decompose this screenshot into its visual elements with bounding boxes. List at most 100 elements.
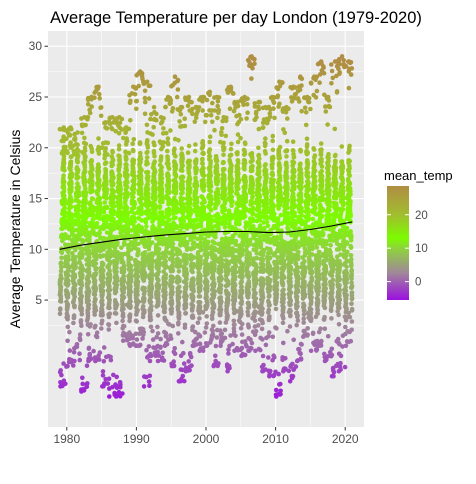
data-point — [60, 139, 65, 144]
data-point — [146, 175, 151, 180]
data-point — [61, 173, 66, 178]
data-point — [94, 308, 99, 313]
data-point — [66, 292, 71, 297]
data-point — [210, 317, 215, 322]
data-point — [149, 295, 154, 300]
data-point — [97, 169, 102, 174]
data-point — [145, 155, 150, 160]
data-point — [158, 204, 163, 209]
data-point — [92, 90, 97, 95]
data-point — [115, 302, 120, 307]
data-point — [246, 325, 251, 330]
data-point — [148, 131, 153, 136]
data-point — [226, 298, 231, 303]
data-point — [219, 276, 224, 281]
data-point — [157, 247, 162, 252]
data-point — [257, 204, 262, 209]
data-point — [257, 188, 262, 193]
data-point — [199, 240, 204, 245]
data-point — [86, 359, 91, 364]
data-point — [181, 197, 186, 202]
data-point — [167, 185, 172, 190]
data-point — [195, 205, 200, 210]
data-point — [229, 147, 234, 152]
data-point — [93, 324, 98, 329]
data-point — [114, 269, 119, 274]
data-point — [148, 374, 153, 379]
data-point — [66, 325, 71, 330]
data-point — [63, 201, 68, 206]
data-point — [188, 198, 193, 203]
data-point — [111, 200, 116, 205]
data-point — [187, 144, 192, 149]
data-point — [190, 270, 195, 275]
data-point — [197, 349, 202, 354]
data-point — [233, 255, 238, 260]
data-point — [106, 354, 111, 359]
data-point — [86, 314, 91, 319]
data-point — [128, 332, 133, 337]
data-point — [239, 279, 244, 284]
data-point — [128, 304, 133, 309]
data-point — [159, 165, 164, 170]
data-point — [225, 369, 230, 374]
data-point — [147, 344, 152, 349]
data-point — [146, 170, 151, 175]
data-point — [135, 337, 140, 342]
data-point — [62, 206, 67, 211]
data-point — [239, 117, 244, 122]
data-point — [156, 313, 161, 318]
data-point — [157, 284, 162, 289]
data-point — [240, 289, 245, 294]
data-point — [152, 117, 157, 122]
data-point — [227, 364, 232, 369]
data-point — [183, 124, 188, 129]
data-point — [254, 265, 259, 270]
data-point — [167, 166, 172, 171]
data-point — [121, 338, 126, 343]
data-point — [237, 222, 242, 227]
data-point — [182, 219, 187, 224]
data-point — [205, 113, 210, 118]
data-point — [114, 394, 119, 399]
data-point — [101, 275, 106, 280]
data-point — [160, 196, 165, 201]
data-point — [239, 98, 244, 103]
data-point — [156, 301, 161, 306]
data-point — [193, 330, 198, 335]
data-point — [138, 69, 143, 74]
data-point — [133, 202, 138, 207]
data-point — [143, 89, 148, 94]
data-point — [208, 159, 213, 164]
data-point — [97, 151, 102, 156]
data-point — [58, 384, 63, 389]
data-point — [219, 307, 224, 312]
data-point — [191, 324, 196, 329]
data-point — [86, 115, 91, 120]
data-point — [79, 294, 84, 299]
data-point — [101, 373, 106, 378]
data-point — [147, 379, 152, 384]
data-point — [72, 305, 77, 310]
data-point — [108, 277, 113, 282]
data-point — [177, 269, 182, 274]
data-point — [223, 336, 228, 341]
data-point — [171, 242, 176, 247]
data-point — [135, 308, 140, 313]
data-point — [80, 150, 85, 155]
data-point — [160, 187, 165, 192]
data-point — [66, 282, 71, 287]
data-point — [62, 180, 67, 185]
data-point — [124, 129, 129, 134]
data-point — [257, 164, 262, 169]
data-point — [225, 313, 230, 318]
data-point — [175, 95, 180, 100]
data-point — [223, 328, 228, 333]
data-point — [186, 150, 191, 155]
data-point — [108, 311, 113, 316]
data-point — [215, 166, 220, 171]
data-point — [170, 290, 175, 295]
data-point — [73, 287, 78, 292]
